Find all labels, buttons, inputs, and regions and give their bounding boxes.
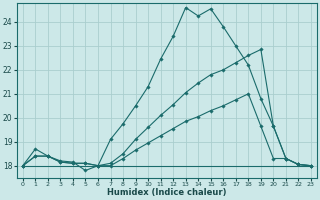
X-axis label: Humidex (Indice chaleur): Humidex (Indice chaleur) [107, 188, 227, 197]
